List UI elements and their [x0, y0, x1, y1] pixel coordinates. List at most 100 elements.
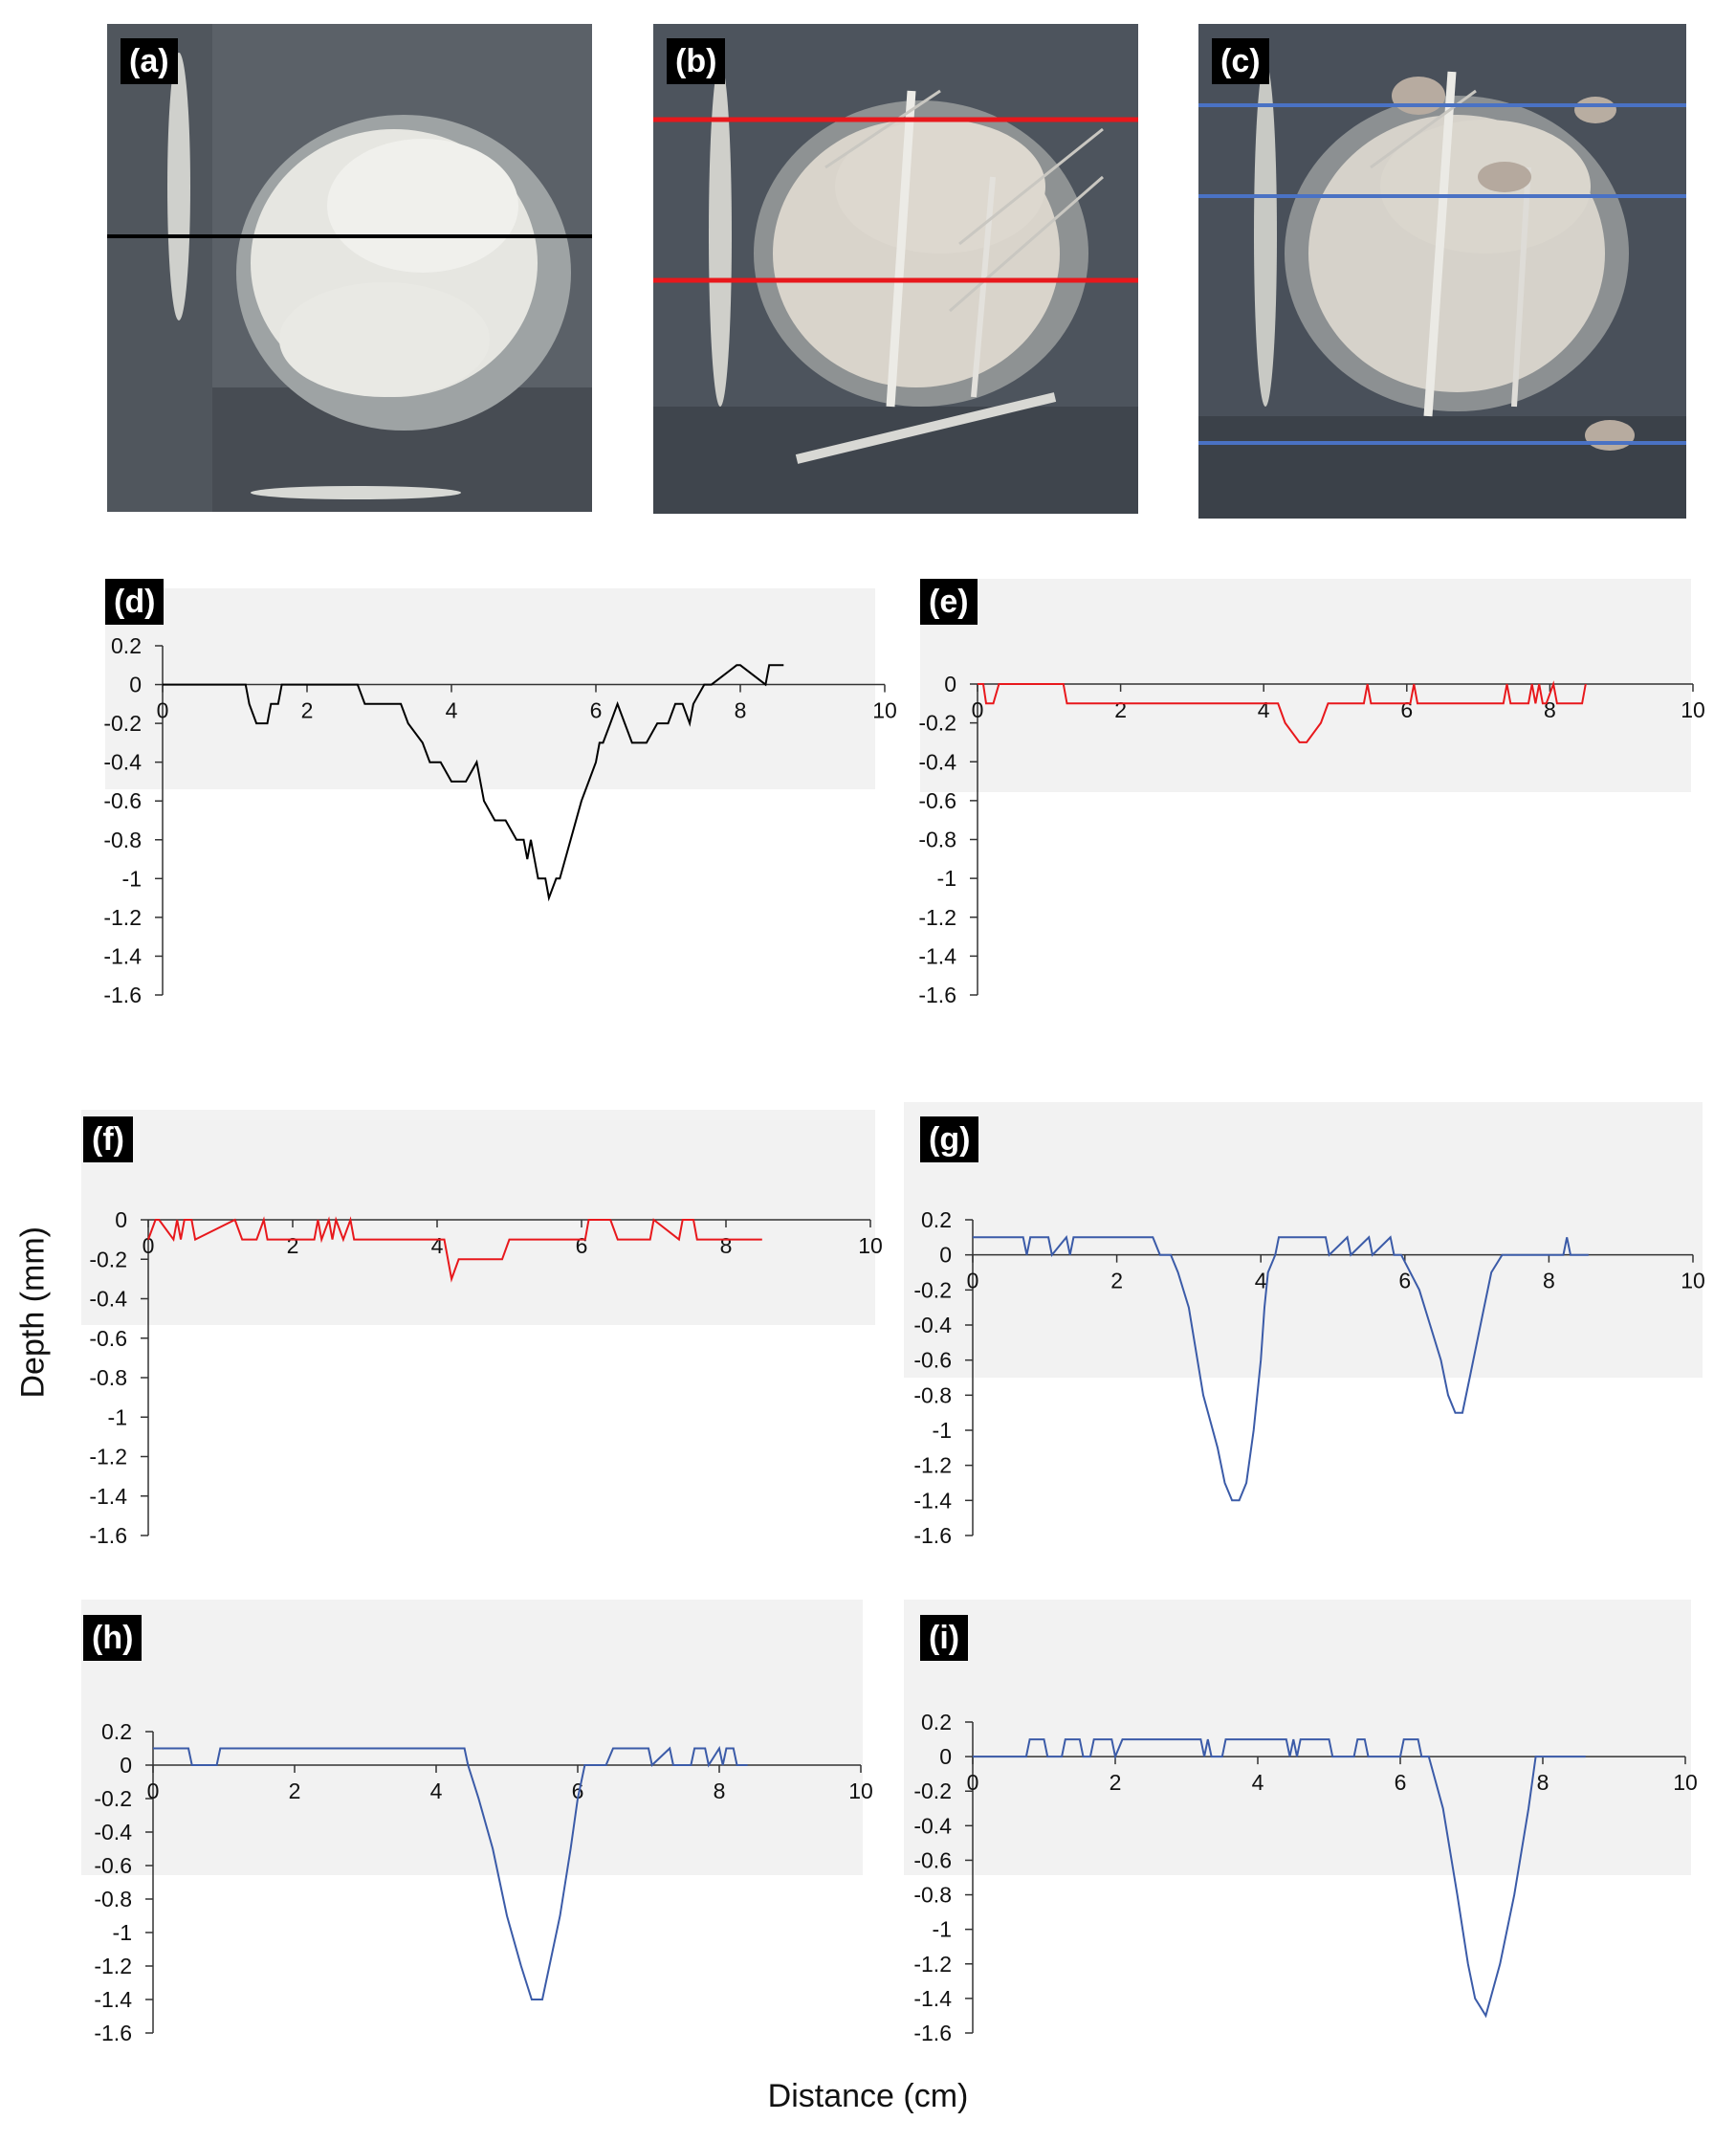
x-tick-label: 8: [1537, 1770, 1549, 1795]
x-tick-label: 6: [1395, 1770, 1407, 1795]
y-tick-label: -0.2: [913, 1277, 952, 1302]
chart-panel-label: (g): [920, 1116, 979, 1162]
y-tick-label: -0.2: [103, 711, 142, 736]
y-tick-label: 0: [944, 672, 956, 696]
x-tick-label: 8: [714, 1778, 726, 1803]
y-tick-label: -0.4: [918, 749, 956, 774]
x-tick-label: 4: [1255, 1269, 1267, 1293]
y-tick-label: -1.2: [913, 1952, 952, 1977]
photo-b-image: [653, 24, 1138, 514]
x-tick-label: 8: [1543, 1269, 1555, 1293]
y-tick-label: -1.4: [913, 1986, 952, 2011]
photo-c-label: (c): [1212, 38, 1269, 84]
y-tick-label: -1: [933, 1418, 952, 1443]
x-tick-label: 2: [1110, 1770, 1122, 1795]
y-tick-label: 0.2: [921, 1710, 952, 1734]
y-tick-label: -0.4: [913, 1813, 952, 1838]
y-tick-label: -1: [113, 1920, 132, 1945]
y-tick-label: -0.2: [89, 1247, 127, 1271]
profile-series-line: [163, 664, 784, 902]
x-tick-label: 0: [967, 1770, 979, 1795]
x-tick-label: 0: [972, 697, 984, 722]
chart-background: [81, 1600, 863, 1875]
y-tick-label: -0.8: [913, 1883, 952, 1908]
y-tick-label: -1.2: [89, 1445, 127, 1469]
y-tick-label: -1: [108, 1404, 127, 1429]
x-tick-label: 2: [1110, 1269, 1123, 1293]
x-tick-label: 6: [590, 698, 603, 723]
y-tick-label: -0.4: [89, 1287, 127, 1312]
photo-b: [653, 24, 1138, 514]
profile-series-line: [973, 1738, 1586, 2019]
chart-background: [81, 1110, 875, 1325]
y-tick-label: -1: [122, 866, 142, 891]
profile-series-line: [147, 1216, 762, 1283]
y-tick-label: -1.4: [103, 943, 142, 968]
y-tick-label: -1.4: [918, 943, 956, 968]
chart-panel-label: (f): [83, 1116, 133, 1162]
y-tick-label: -0.6: [913, 1348, 952, 1373]
y-tick-label: -0.6: [918, 788, 956, 813]
y-tick-label: 0.2: [101, 1719, 132, 1744]
x-tick-label: 0: [143, 1233, 155, 1258]
y-tick-label: -0.2: [913, 1778, 952, 1803]
y-tick-label: -0.8: [94, 1887, 132, 1911]
y-tick-label: 0: [939, 1744, 952, 1769]
y-tick-label: -1.6: [94, 2021, 132, 2045]
photo-b-label: (b): [667, 38, 726, 84]
profile-series-line: [153, 1745, 748, 2000]
y-tick-label: -0.2: [918, 711, 956, 736]
y-tick-label: -1.4: [94, 1987, 132, 2012]
y-tick-label: -1: [933, 1917, 952, 1942]
profile-series-line: [973, 1235, 1589, 1502]
y-tick-label: 0: [939, 1243, 952, 1268]
x-tick-label: 8: [735, 698, 747, 723]
x-tick-label: 10: [848, 1778, 873, 1803]
y-tick-label: -1.6: [918, 983, 956, 1007]
x-tick-label: 6: [1398, 1269, 1411, 1293]
x-tick-label: 2: [301, 698, 314, 723]
chart-panel-label: (i): [920, 1615, 969, 1661]
photo-c: [1198, 24, 1686, 519]
x-tick-label: 0: [147, 1778, 160, 1803]
y-tick-label: -0.8: [103, 828, 142, 852]
x-tick-label: 10: [1681, 1269, 1705, 1293]
y-tick-label: -1.6: [913, 2021, 952, 2045]
y-tick-label: 0: [120, 1753, 132, 1778]
chart-panel-label: (e): [920, 579, 978, 625]
y-tick-label: -1.2: [918, 905, 956, 930]
y-tick-label: -0.4: [94, 1820, 132, 1845]
chart-background: [105, 588, 875, 789]
y-tick-label: -0.4: [913, 1313, 952, 1337]
x-tick-label: 2: [289, 1778, 301, 1803]
x-tick-label: 0: [157, 698, 169, 723]
photo-a-image: [107, 24, 592, 512]
chart-background: [904, 1600, 1691, 1875]
photo-a: [107, 24, 592, 512]
photo-c-image: [1198, 24, 1686, 519]
chart-background: [920, 579, 1691, 792]
x-tick-label: 4: [446, 698, 458, 723]
y-tick-label: 0: [115, 1207, 127, 1232]
y-tick-label: -1: [937, 866, 956, 891]
y-tick-label: -1.2: [94, 1954, 132, 1978]
photo-a-label: (a): [121, 38, 178, 84]
y-tick-label: -0.6: [89, 1326, 127, 1351]
y-tick-label: -1.2: [103, 905, 142, 930]
y-tick-label: -0.6: [94, 1853, 132, 1878]
y-tick-label: 0.2: [111, 633, 142, 658]
x-axis-title: Distance (cm): [767, 2078, 969, 2114]
x-tick-label: 4: [1252, 1770, 1264, 1795]
y-tick-label: -1.6: [89, 1523, 127, 1548]
x-tick-label: 4: [430, 1778, 443, 1803]
y-tick-label: -0.8: [89, 1365, 127, 1390]
y-tick-label: -0.4: [103, 750, 142, 775]
y-tick-label: -0.8: [918, 828, 956, 852]
chart-panel-label: (d): [105, 579, 165, 625]
y-axis-title: Depth (mm): [14, 1226, 52, 1399]
